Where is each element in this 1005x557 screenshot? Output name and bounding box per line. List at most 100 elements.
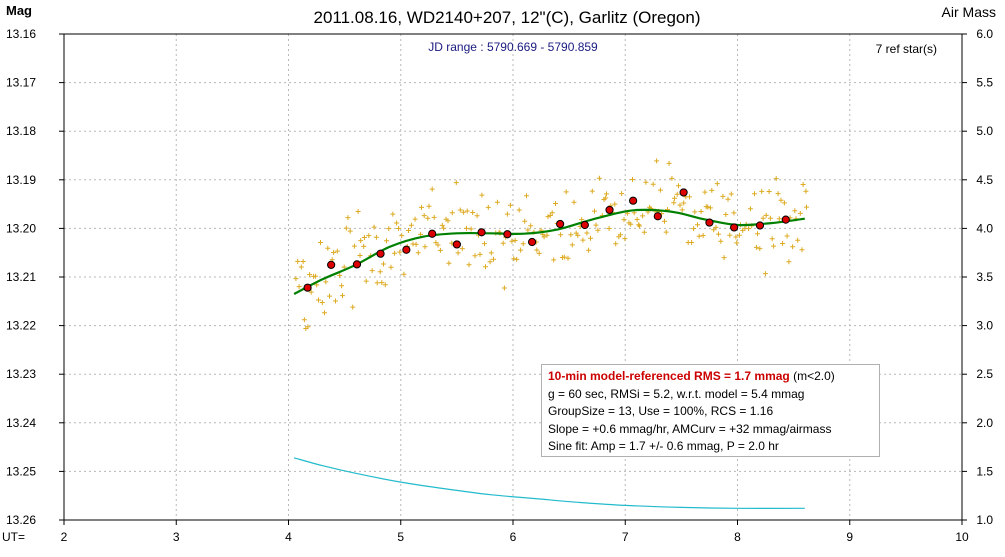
stats-group-line: GroupSize = 13, Use = 100%, RCS = 1.16 (548, 404, 774, 418)
raw-point (421, 213, 427, 219)
raw-point (792, 208, 798, 214)
y-left-tick-label: 13.16 (6, 27, 36, 41)
raw-point (595, 227, 601, 233)
raw-point (679, 207, 685, 213)
raw-point (669, 175, 675, 181)
raw-point (746, 226, 752, 232)
raw-point (514, 256, 520, 262)
raw-point (369, 268, 375, 274)
raw-point (343, 225, 349, 231)
raw-point (603, 195, 609, 201)
raw-point (479, 192, 485, 198)
binned-mean-point (781, 215, 790, 224)
raw-point (558, 232, 564, 238)
binned-mean-point (679, 188, 688, 197)
y-left-tick-label: 13.19 (6, 173, 36, 187)
raw-point (358, 238, 364, 244)
raw-point (621, 217, 627, 223)
raw-point (545, 214, 551, 220)
raw-point (628, 221, 634, 227)
raw-point (361, 235, 367, 240)
raw-point (512, 238, 518, 243)
raw-point (700, 233, 706, 238)
raw-point (333, 298, 338, 304)
raw-point (565, 255, 571, 261)
raw-point (453, 180, 459, 186)
raw-point (419, 204, 424, 210)
raw-point (487, 259, 493, 265)
raw-point (584, 230, 590, 236)
raw-point (800, 182, 806, 187)
raw-point (307, 272, 313, 278)
raw-point (604, 191, 609, 197)
raw-point (331, 250, 337, 255)
raw-point (534, 247, 540, 253)
raw-point (441, 225, 447, 231)
y-right-axis-label: Air Mass (942, 4, 996, 20)
raw-point (767, 215, 773, 221)
tick-labels: 2 3 4 5 6 7 8 9 10 13.16 6.0 13.17 5.5 13.18 5.0 13.19 4… (6, 27, 993, 544)
y-left-axis-label: Mag (6, 3, 32, 18)
y-left-tick-label: 13.20 (6, 221, 36, 235)
binned-mean-point (352, 260, 362, 269)
raw-point (804, 204, 809, 210)
raw-point (401, 271, 407, 277)
raw-point (634, 217, 640, 222)
raw-point (323, 279, 329, 285)
raw-point (413, 241, 419, 247)
y-left-tick-label: 13.18 (6, 124, 36, 138)
raw-point (374, 280, 380, 286)
y-right-tick-label: 2.0 (976, 416, 993, 430)
raw-point (482, 241, 487, 247)
raw-point (707, 205, 713, 211)
raw-point (795, 237, 801, 243)
raw-point (720, 193, 726, 199)
raw-point (776, 216, 782, 222)
binned-mean-point (629, 196, 638, 205)
raw-point (386, 226, 392, 232)
stats-slope-line: Slope = +0.6 mmag/hr, AMCurv = +32 mmag/… (548, 421, 832, 436)
raw-point (397, 249, 403, 255)
raw-point (622, 236, 628, 242)
stats-exposure-line: g = 60 sec, RMSi = 5.2, w.r.t. model = 5… (548, 386, 805, 401)
raw-point (561, 254, 567, 260)
raw-point (327, 293, 332, 299)
x-tick-label: 10 (955, 530, 969, 544)
raw-point (500, 240, 506, 246)
raw-point (522, 218, 528, 224)
raw-point (640, 213, 646, 219)
y-right-tick-label: 1.0 (976, 513, 993, 527)
raw-point (325, 245, 331, 251)
raw-point (422, 244, 428, 250)
raw-point (569, 242, 575, 248)
binned-mean-point (556, 219, 565, 229)
raw-point (759, 188, 765, 194)
x-tick-label: 4 (285, 530, 292, 544)
x-tick-label: 3 (173, 530, 180, 544)
raw-point (439, 222, 445, 228)
raw-point (300, 259, 306, 264)
raw-point (790, 244, 796, 250)
raw-point (345, 215, 351, 221)
raw-point (771, 243, 777, 249)
y-right-tick-label: 4.0 (976, 221, 993, 235)
raw-point (418, 231, 424, 237)
raw-point (696, 233, 702, 239)
raw-point (412, 216, 418, 222)
raw-point (371, 224, 377, 230)
raw-point (504, 211, 510, 217)
raw-point (477, 251, 483, 257)
raw-point (702, 189, 708, 195)
raw-point (760, 215, 766, 221)
raw-point (575, 232, 581, 238)
raw-point (431, 214, 437, 220)
raw-point (755, 231, 760, 237)
raw-point (568, 232, 574, 238)
raw-point (313, 273, 319, 279)
raw-point (350, 304, 356, 310)
raw-point (617, 232, 623, 238)
raw-point (612, 201, 618, 207)
raw-point (769, 236, 775, 242)
binned-mean-point (605, 205, 614, 215)
raw-point (316, 297, 321, 303)
